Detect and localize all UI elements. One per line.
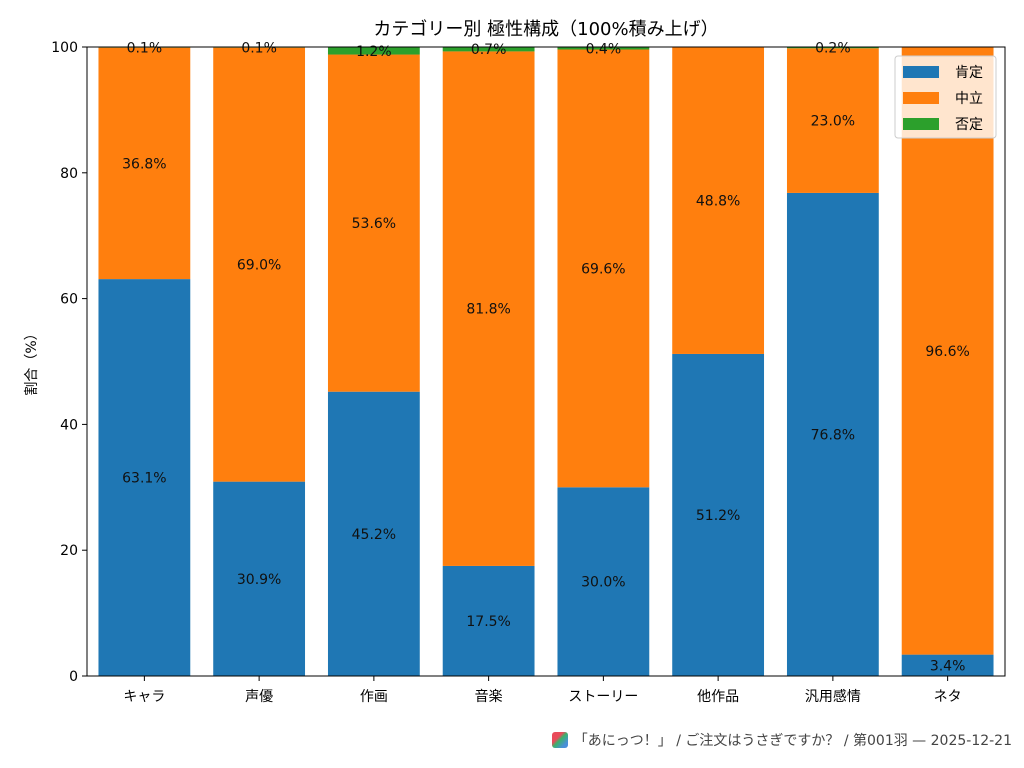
bar-否定-作画 [327, 47, 420, 55]
bar-肯定-作画 [327, 391, 420, 676]
data-label: 48.8% [696, 193, 740, 209]
y-tick-label: 0 [69, 669, 78, 685]
chart-title: カテゴリー別 極性構成（100%積み上げ） [373, 19, 718, 40]
bar-肯定-音楽 [442, 565, 535, 676]
app-logo-icon [551, 732, 568, 748]
data-label: 3.4% [930, 658, 966, 674]
legend-swatch-中立 [903, 92, 939, 104]
data-label: 36.8% [122, 156, 166, 172]
bar-肯定-ネタ [901, 654, 994, 676]
bar-中立-ネタ [901, 47, 994, 655]
data-label: 0.4% [586, 41, 622, 57]
data-label: 69.6% [581, 261, 625, 277]
data-label: 0.7% [471, 42, 507, 58]
legend-label: 否定 [955, 117, 983, 133]
bar-否定-汎用感情 [786, 47, 879, 49]
bar-中立-声優 [213, 47, 306, 482]
data-label: 76.8% [811, 427, 855, 443]
legend-label: 肯定 [955, 65, 983, 81]
data-label: 30.9% [237, 572, 281, 588]
footer-text: 「あにっつ！」 / ご注文はうさぎですか？ / 第001羽 — 2025-12-… [573, 733, 1012, 749]
bar-中立-キャラ [98, 47, 191, 280]
bars-layer [98, 47, 994, 677]
data-label: 0.1% [241, 40, 277, 56]
data-label: 53.6% [352, 216, 396, 232]
x-tick-label: 音楽 [475, 688, 503, 705]
legend-label: 中立 [955, 91, 983, 107]
bar-中立-他作品 [672, 47, 765, 354]
bar-否定-ストーリー [557, 47, 650, 50]
bar-肯定-声優 [213, 481, 306, 676]
x-tick-label: 他作品 [697, 689, 739, 705]
data-label: 30.0% [581, 575, 625, 591]
data-label: 69.0% [237, 258, 281, 274]
data-label: 51.2% [696, 508, 740, 524]
bar-中立-汎用感情 [786, 48, 879, 193]
data-label: 63.1% [122, 471, 166, 487]
bar-中立-作画 [327, 54, 420, 392]
y-axis-label: 割合（%） [23, 326, 40, 395]
data-labels-layer: 63.1% 36.8% 0.1% 30.9% 69.0% 0.1% 45.2% 53.6% 1.… [122, 40, 970, 674]
bar-肯定-ストーリー [557, 487, 650, 676]
data-label: 96.6% [925, 344, 969, 360]
data-label: 17.5% [466, 614, 510, 630]
y-tick-label: 60 [60, 292, 78, 308]
bar-否定-音楽 [442, 47, 535, 52]
y-tick-label: 100 [51, 40, 78, 56]
x-tick-label: キャラ [123, 689, 165, 705]
bar-肯定-キャラ [98, 279, 191, 676]
y-tick-label: 40 [60, 417, 78, 433]
bar-肯定-汎用感情 [786, 192, 879, 677]
data-label: 0.1% [127, 40, 163, 56]
plot-frame [86, 46, 1006, 677]
bar-中立-ストーリー [557, 49, 650, 488]
bar-肯定-他作品 [672, 353, 765, 676]
data-label: 1.2% [356, 44, 392, 60]
data-label: 23.0% [811, 114, 855, 130]
y-tick-label: 80 [60, 166, 78, 182]
data-label: 0.2% [815, 41, 851, 57]
x-tick-label: 声優 [245, 689, 273, 705]
x-tick-label: ネタ [934, 689, 962, 705]
legend-swatch-否定 [903, 118, 939, 130]
bar-中立-音楽 [442, 51, 535, 566]
axes-layer: 0 20 40 60 80 100 キャラ 声優 作画 音楽 ストーリー 他作品 汎用感情 ネタ [51, 40, 1006, 705]
x-tick-label: ストーリー [568, 689, 638, 705]
x-tick-label: 作画 [360, 689, 388, 705]
data-label: 45.2% [352, 527, 396, 543]
footer: 「あにっつ！」 / ご注文はうさぎですか？ / 第001羽 — 2025-12-… [551, 730, 1012, 750]
data-label: 81.8% [466, 302, 510, 318]
y-tick-label: 20 [60, 543, 78, 559]
x-tick-label: 汎用感情 [805, 688, 861, 705]
legend-swatch-肯定 [903, 66, 939, 78]
